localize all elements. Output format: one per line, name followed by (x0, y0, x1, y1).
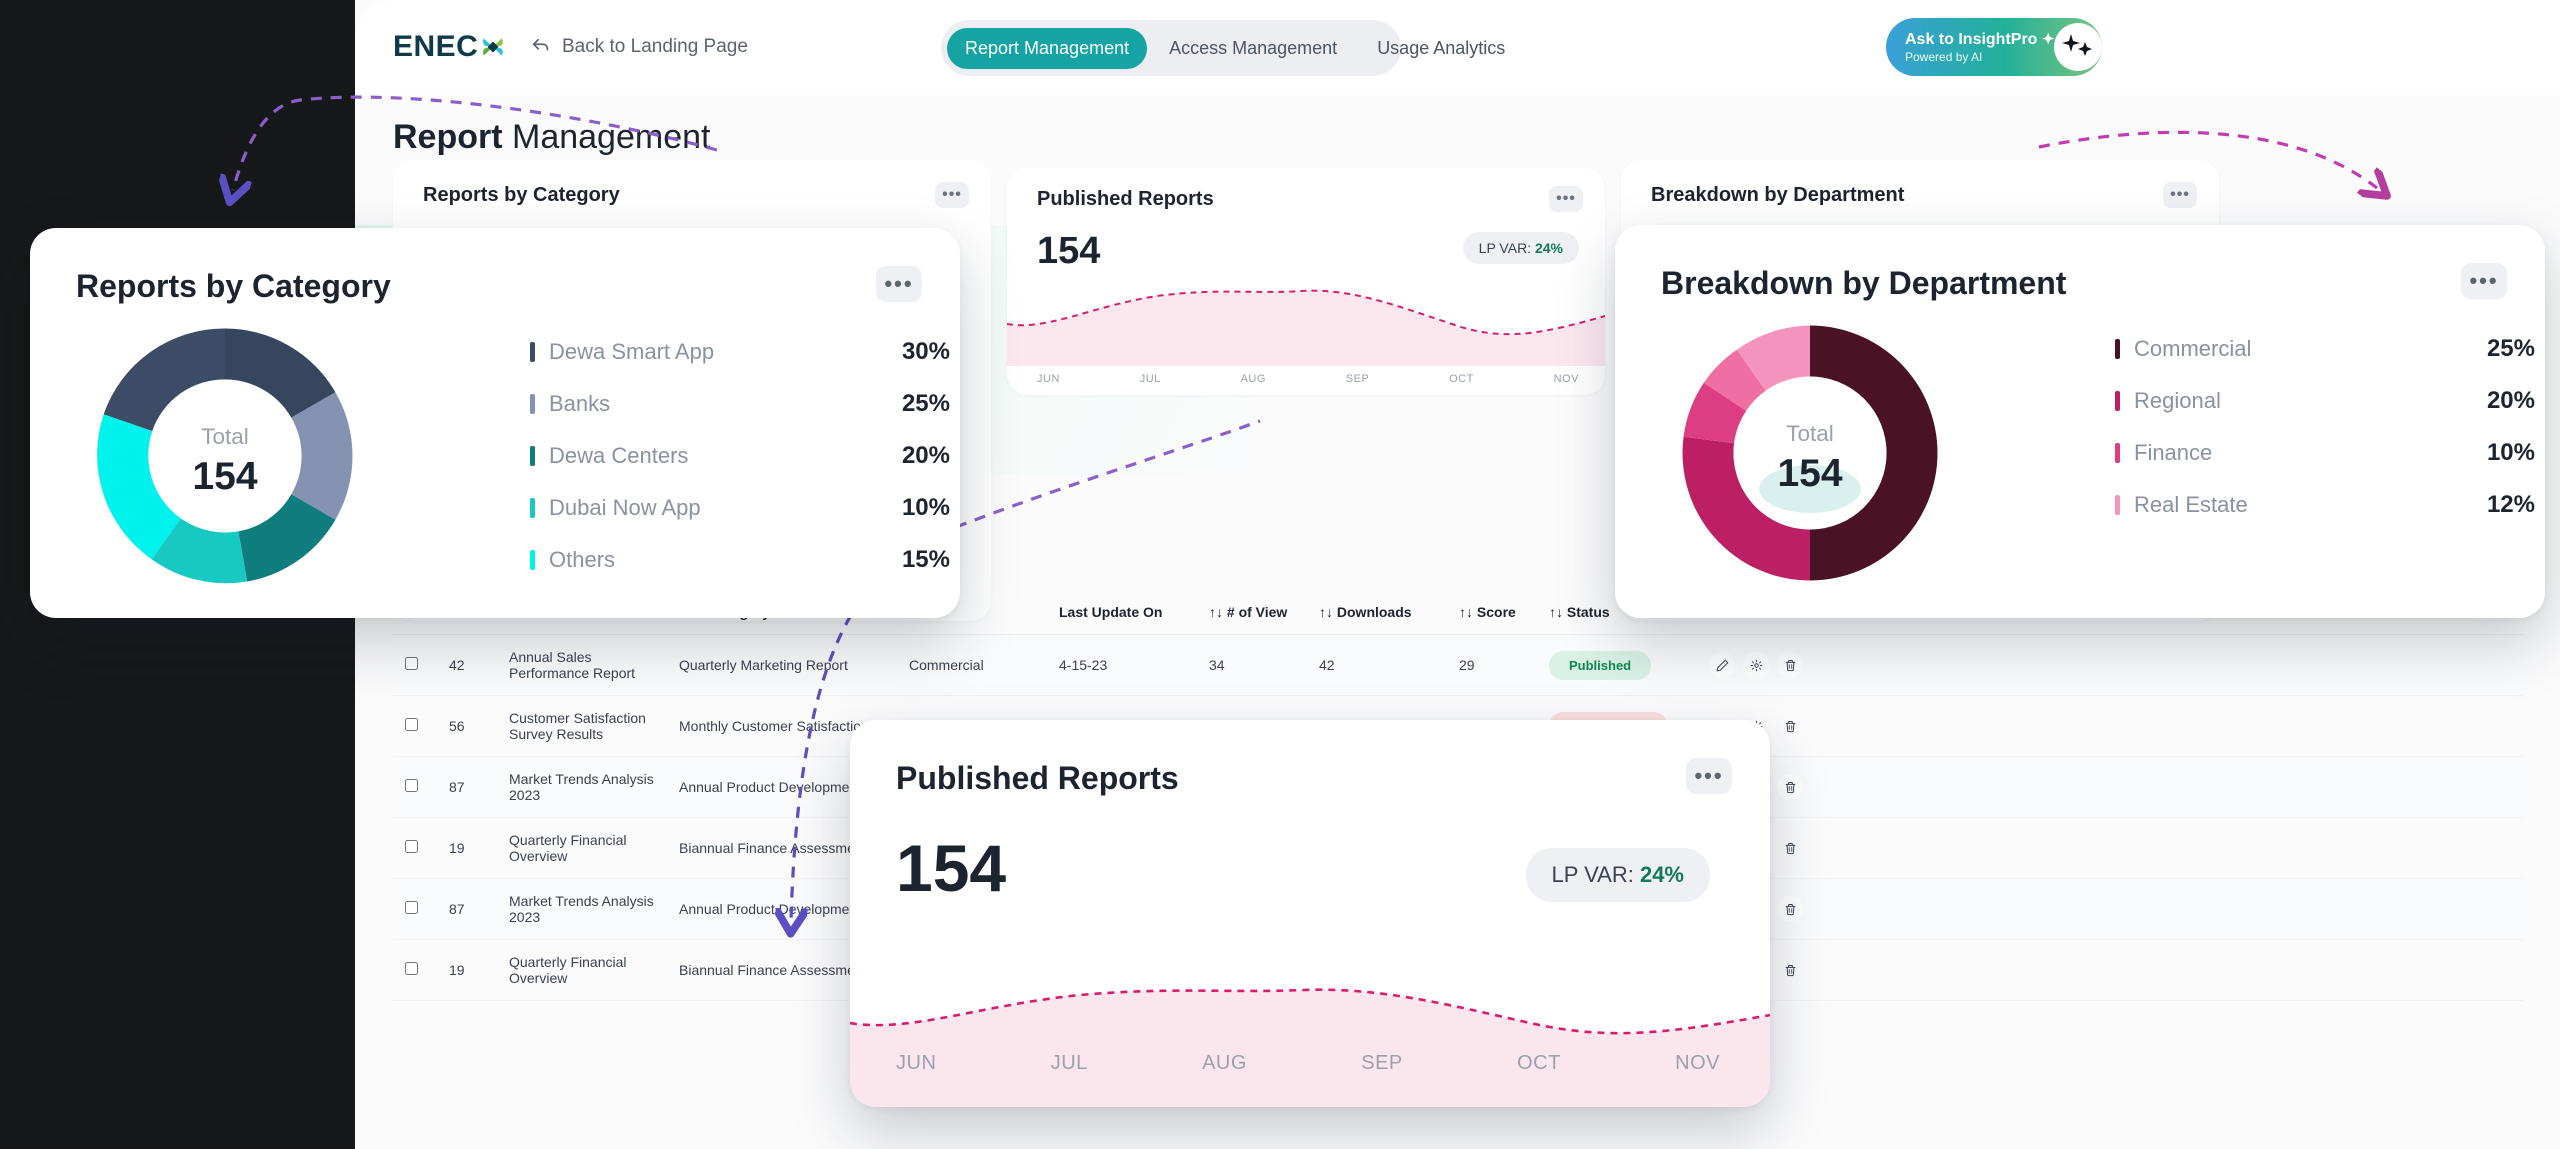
svg-text:154: 154 (1777, 452, 1842, 495)
svg-text:Total: Total (201, 424, 249, 449)
svg-text:154: 154 (192, 455, 257, 498)
svg-text:Total: Total (1786, 421, 1834, 446)
